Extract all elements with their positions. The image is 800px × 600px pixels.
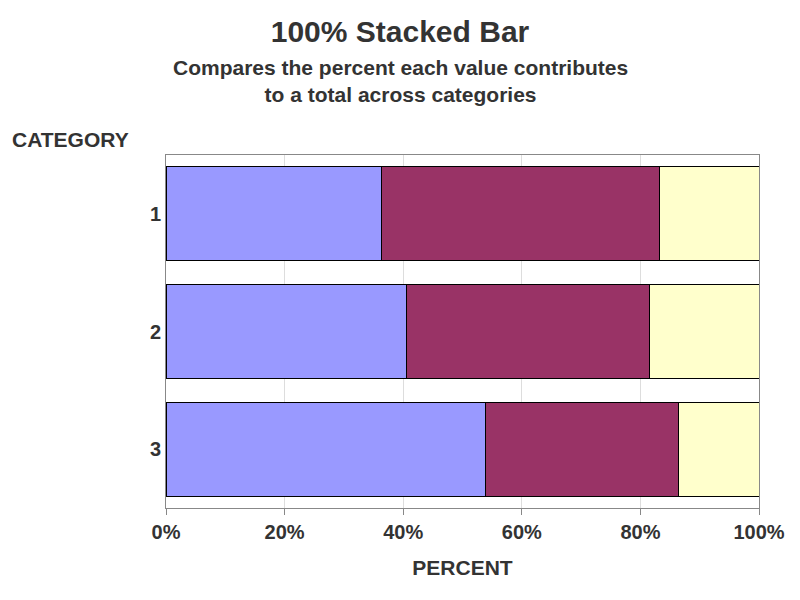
svg-text:2: 2 [150,321,161,343]
svg-text:3: 3 [150,438,161,460]
svg-text:40%: 40% [383,521,423,543]
svg-text:CATEGORY: CATEGORY [12,128,129,151]
svg-text:20%: 20% [265,521,305,543]
svg-text:Compares the percent each valu: Compares the percent each value contribu… [173,56,628,106]
svg-text:0%: 0% [152,521,181,543]
svg-text:100% Stacked Bar: 100% Stacked Bar [271,15,530,48]
svg-text:PERCENT: PERCENT [412,556,513,579]
svg-text:1: 1 [150,203,161,225]
svg-text:80%: 80% [620,521,660,543]
svg-text:60%: 60% [502,521,542,543]
svg-text:100%: 100% [733,521,784,543]
